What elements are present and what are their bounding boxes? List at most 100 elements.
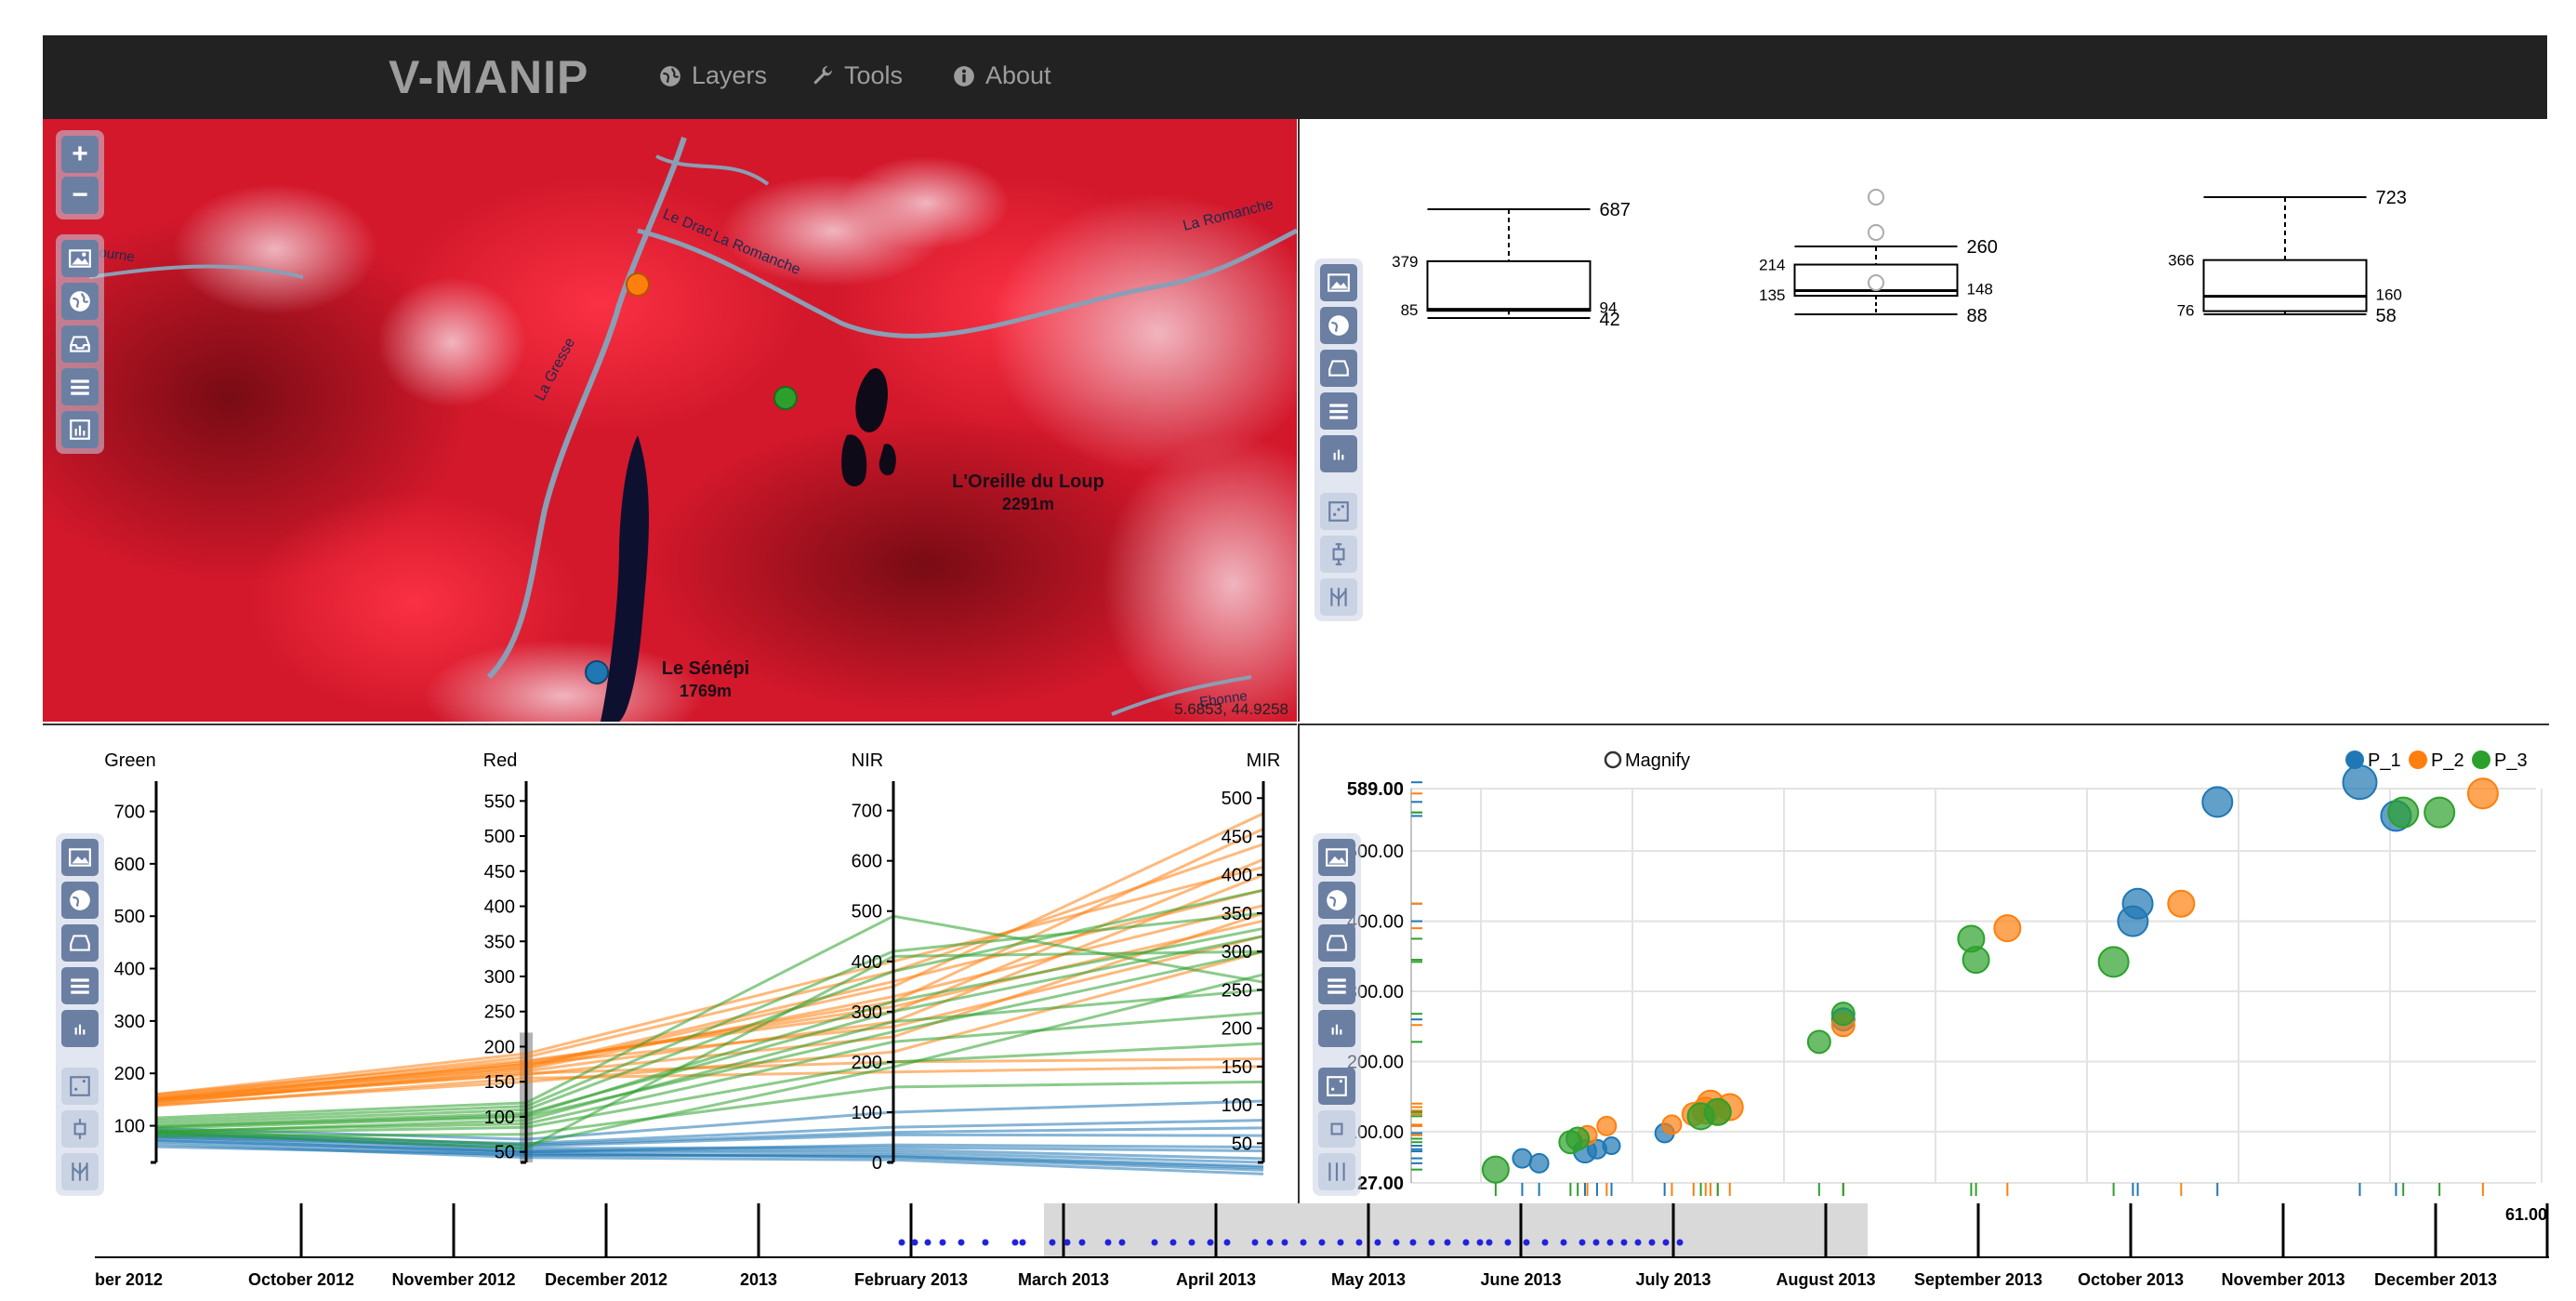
axis-green: Green 100 200 300 400 500 600 700	[104, 750, 158, 1164]
timeline-event-dot	[1560, 1239, 1567, 1246]
timeline-month-label: April 2013	[1176, 1270, 1256, 1289]
map-point-p1[interactable]	[585, 660, 609, 684]
timeline-event-dot	[1078, 1239, 1086, 1246]
zoom-controls: + −	[56, 130, 104, 219]
polyline-p_1	[155, 1099, 1264, 1141]
boxplot-q3-label: 366	[2168, 252, 2194, 270]
timeline-event-dot	[898, 1239, 905, 1246]
image-layer-button[interactable]	[1320, 264, 1357, 301]
map-label-oreille: L'Oreille du Loup	[952, 471, 1104, 492]
parallel-tool-button[interactable]	[1318, 1153, 1355, 1190]
scatter-point-p_1	[1528, 1152, 1550, 1174]
scatter-tool-button[interactable]	[1318, 1068, 1355, 1105]
axis-title: NIR	[852, 750, 883, 771]
axis-title: MIR	[1247, 750, 1281, 771]
timeline[interactable]: ber 2012 October 2012 November 2012 Decembe…	[95, 1200, 2549, 1296]
legend-dot-p_1	[2345, 750, 2364, 769]
scatter-point-p_3	[1703, 1097, 1732, 1126]
boxplot-icon	[73, 1119, 86, 1139]
bar-chart-button[interactable]	[61, 411, 99, 448]
boxplot-box	[2202, 259, 2368, 312]
scatter-point-p_2	[1596, 1115, 1618, 1136]
bar-chart-icon	[1331, 1024, 1342, 1035]
axis-tick-label: 500	[114, 907, 145, 927]
timeline-event-dot	[1104, 1239, 1112, 1246]
image-layer-button[interactable]	[1318, 839, 1355, 876]
image-layer-button[interactable]	[61, 839, 99, 876]
timeline-event-dot	[1318, 1239, 1326, 1246]
inbox-button[interactable]	[1318, 924, 1355, 962]
axis-tick-label: 50	[1232, 1134, 1252, 1154]
bar-chart-button[interactable]	[61, 1010, 99, 1047]
boxplot-tool-button[interactable]	[1320, 536, 1357, 573]
zoom-out-button[interactable]: −	[61, 177, 99, 214]
boxplot-icon	[1330, 1122, 1343, 1135]
y-tick-label: 589.00	[1347, 779, 1404, 800]
scatter-toolbar	[1313, 833, 1361, 1196]
parallel-tool-button[interactable]	[61, 1153, 99, 1190]
list-button[interactable]	[61, 368, 99, 405]
axis-tick-label: 250	[1222, 980, 1252, 1001]
timeline-event-dot	[1592, 1239, 1600, 1246]
timeline-event-dot	[1409, 1239, 1417, 1246]
list-button[interactable]	[1318, 967, 1355, 1004]
globe-button[interactable]	[1320, 307, 1357, 344]
timeline-month-label: ber 2012	[95, 1270, 163, 1289]
axis-tick-label: 350	[1222, 904, 1252, 924]
axis-tick-label: 700	[114, 803, 145, 823]
image-layer-button[interactable]	[61, 240, 99, 277]
polyline-p_3	[155, 888, 1264, 1125]
nav-about-label: About	[985, 61, 1051, 89]
list-icon	[71, 379, 89, 395]
polyline-p_1	[155, 1119, 1264, 1146]
list-button[interactable]	[61, 967, 99, 1004]
bar-chart-button[interactable]	[1320, 435, 1357, 472]
image-icon	[69, 848, 91, 867]
scatter-tool-button[interactable]	[61, 1068, 99, 1105]
map-point-p3[interactable]	[773, 386, 798, 410]
axis-tick-label: 600	[852, 852, 882, 872]
inbox-button[interactable]	[1320, 350, 1357, 387]
map-point-p2[interactable]	[626, 272, 650, 297]
axis-tick-label: 350	[484, 932, 515, 952]
polyline-p_1	[155, 1135, 1264, 1164]
polyline-p_3	[155, 973, 1264, 1147]
globe-button[interactable]	[61, 882, 99, 919]
nav-tools[interactable]: Tools	[811, 61, 903, 90]
map-panel[interactable]: Le Drac La Romanche La Romanche La Gress…	[43, 119, 1297, 722]
boxplot-outlier	[1868, 189, 1884, 206]
globe-icon	[1327, 890, 1347, 910]
timeline-event-dot	[982, 1239, 989, 1246]
boxplot-tool-button[interactable]	[1318, 1110, 1355, 1148]
boxplot-tool-button[interactable]	[61, 1110, 99, 1148]
nav-about[interactable]: About	[952, 61, 1051, 90]
legend-label-p_2: P_2	[2431, 750, 2464, 771]
boxplot-q3-label: 379	[1392, 253, 1418, 271]
boxplot-min-label: 42	[1600, 310, 1620, 330]
parallel-tool-button[interactable]	[1320, 578, 1357, 616]
satellite-map[interactable]: Le Drac La Romanche La Romanche La Gress…	[43, 119, 1297, 722]
inbox-button[interactable]	[61, 325, 99, 363]
bar-chart-button[interactable]	[1318, 1010, 1355, 1047]
globe-button[interactable]	[61, 283, 99, 320]
scatter-tool-button[interactable]	[1320, 493, 1357, 530]
timeline-event-dot	[1118, 1239, 1126, 1246]
globe-button[interactable]	[1318, 882, 1355, 919]
boxplot-1: 687 379 94 85 42	[1392, 200, 1631, 330]
timeline-event-dot	[1579, 1239, 1586, 1246]
map-label-senepi-alt: 1769m	[680, 682, 732, 700]
zoom-in-button[interactable]: +	[61, 136, 99, 173]
brand-logo[interactable]: V-MANIP	[389, 51, 589, 103]
axis-red: Red 50 100 150 200 250 300 350 400 450 500 550	[483, 750, 528, 1164]
axis-tick-label: 100	[484, 1108, 515, 1128]
timeline-chart[interactable]: ber 2012 October 2012 November 2012 Decembe…	[95, 1200, 2549, 1296]
inbox-button[interactable]	[61, 924, 99, 962]
navbar: V-MANIP Layers Tools About	[43, 35, 2547, 119]
globe-icon	[660, 65, 680, 86]
nav-layers[interactable]: Layers	[658, 61, 767, 90]
axis-tick-label: 400	[484, 897, 515, 918]
y-tick-label: 400.00	[1347, 912, 1404, 933]
list-button[interactable]	[1320, 392, 1357, 430]
timeline-event-dot	[1169, 1239, 1177, 1246]
nav-layers-label: Layers	[692, 61, 768, 89]
